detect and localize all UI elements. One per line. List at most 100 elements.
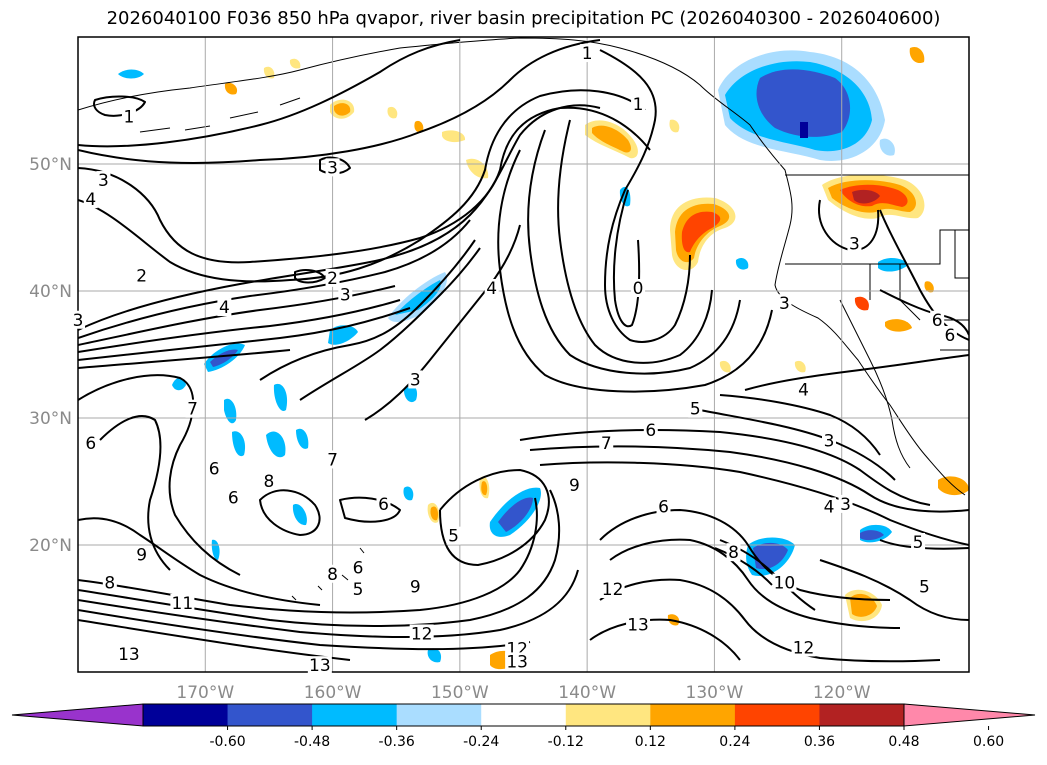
lat-tick-label: 20°N — [29, 536, 72, 556]
contour-label-halo — [261, 472, 276, 491]
contour-label: 10 — [774, 574, 796, 594]
colorbar-tick-labels: -0.60 -0.48 -0.36 -0.24 -0.12 0.12 0.24 0.36 0.4… — [209, 726, 1004, 750]
contour-label: 9 — [136, 546, 147, 566]
contour-label: 3 — [849, 235, 860, 255]
contour-label-halo — [121, 107, 136, 126]
lon-tick-label: 170°W — [176, 683, 234, 703]
contour-label: 8 — [264, 472, 275, 492]
contour-label: 2 — [136, 266, 147, 286]
contour-label: 6 — [645, 421, 656, 441]
contour-label: 4 — [219, 298, 230, 318]
contour-label: 13 — [309, 656, 331, 676]
contour-label-halo — [791, 638, 816, 657]
contour-label: 6 — [932, 311, 943, 331]
contour-label: 4 — [486, 279, 497, 299]
contour-label-halo — [688, 399, 703, 418]
colorbar-tick-label: -0.24 — [463, 734, 499, 750]
contour-label-halo — [772, 573, 797, 592]
contour-label-halo — [134, 545, 149, 564]
contour-label-halo — [446, 526, 461, 545]
colorbar-tick-label: -0.60 — [209, 734, 245, 750]
contour-label: 1 — [582, 44, 593, 64]
contour-label: 7 — [187, 400, 198, 420]
contour-label-halo — [134, 266, 149, 285]
contour-label-halo — [600, 579, 625, 598]
contour-label: 3 — [327, 158, 338, 178]
contour-label-halo — [409, 624, 434, 643]
contour-label-halo — [96, 171, 111, 190]
colorbar-tick-label: 0.60 — [973, 734, 1004, 750]
colorbar-tick-label: 0.48 — [888, 734, 919, 750]
colorbar-segment — [819, 704, 905, 726]
contour-label: 5 — [448, 527, 459, 547]
colorbar-tick-label: -0.36 — [379, 734, 415, 750]
colorbar-max-extend — [903, 703, 1036, 727]
contour-label: 6 — [378, 495, 389, 515]
contour-label: 4 — [824, 497, 835, 517]
contour-label-halo — [325, 450, 340, 469]
contour-label-halo — [796, 380, 811, 399]
contour-label-halo — [599, 433, 614, 452]
contour-label: 13 — [506, 652, 528, 672]
contour-label-halo — [170, 593, 195, 612]
contour-label-halo — [185, 399, 200, 418]
contour-label: 6 — [85, 434, 96, 454]
colorbar-segment — [312, 704, 398, 726]
contour-label: 8 — [327, 565, 338, 585]
contour-label-halo — [821, 497, 836, 516]
contour-label-halo — [626, 615, 651, 634]
contour-label: 0 — [633, 279, 644, 299]
contour-label-halo — [911, 533, 926, 551]
contour-label-halo — [351, 579, 366, 598]
contour-label: 3 — [824, 431, 835, 451]
contour-label: 3 — [779, 294, 790, 314]
colorbar-segment — [734, 704, 820, 726]
contour-label: 12 — [602, 580, 624, 600]
contour-label: 7 — [327, 450, 338, 470]
colorbar-tick-label: 0.36 — [804, 734, 835, 750]
contour-label-halo — [325, 158, 340, 177]
contour-label-halo — [116, 644, 141, 663]
contour-label: 1 — [633, 95, 644, 115]
latitude-labels: 50°N 40°N 30°N 20°N — [29, 155, 72, 556]
contour-label-halo — [847, 234, 862, 253]
colorbar-tick-label: -0.12 — [548, 734, 584, 750]
contour-label-halo — [643, 421, 658, 440]
colorbar-tick-label: -0.48 — [294, 734, 330, 750]
contour-label-halo — [83, 433, 98, 452]
contour-label-halo — [207, 459, 222, 478]
contour-label-halo — [71, 310, 85, 329]
colorbar-segment — [143, 704, 229, 726]
contour-label: 6 — [353, 558, 364, 578]
colorbar-min-extend — [11, 703, 144, 727]
precip-negative-shading — [118, 50, 908, 663]
map-frame — [77, 36, 970, 673]
contour-label-halo — [505, 652, 530, 671]
contour-label-halo — [217, 298, 232, 317]
contour-label: 3 — [98, 171, 109, 191]
contour-label-halo — [83, 190, 98, 209]
lat-tick-label: 40°N — [29, 282, 72, 302]
contour-label: 4 — [85, 190, 96, 210]
contour-label-halo — [376, 494, 391, 513]
colorbar-segment — [650, 704, 736, 726]
contour-label-halo — [307, 656, 332, 675]
contour-label-halo — [656, 497, 671, 516]
lon-tick-label: 130°W — [686, 683, 744, 703]
map-title: 2026040100 F036 850 hPa qvapor, river ba… — [106, 8, 941, 29]
lat-tick-label: 30°N — [29, 409, 72, 429]
contour-label: 8 — [104, 574, 115, 594]
contour-label-halo — [408, 370, 423, 389]
coastlines — [78, 37, 969, 601]
colorbar-outline — [142, 703, 905, 727]
longitude-labels: 170°W 160°W 150°W 140°W 130°W 120°W — [176, 683, 870, 703]
contour-label-halo — [631, 279, 646, 297]
contour-label: 2 — [327, 269, 338, 289]
contour-label: 8 — [728, 543, 739, 563]
contour-label: 13 — [118, 645, 140, 665]
contour-label: 3 — [73, 311, 84, 331]
qvapor-contours — [78, 39, 969, 663]
lat-tick-label: 50°N — [29, 155, 72, 175]
